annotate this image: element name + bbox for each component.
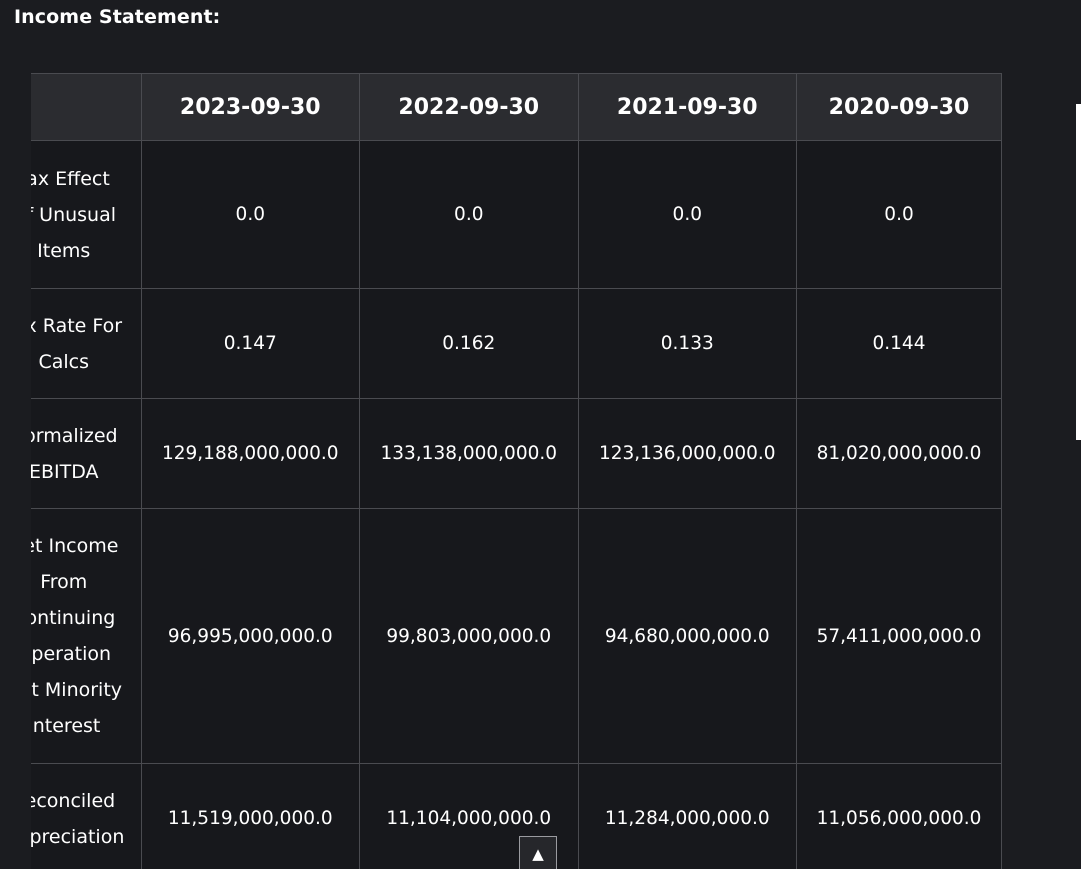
row-label-text: Tax Effect Of Unusual Items [31, 167, 117, 262]
row-label-text: Tax Rate For Calcs [31, 314, 123, 373]
table-cell: 133,138,000,000.0 [359, 398, 579, 509]
table-row: Tax Effect Of Unusual Items 0.0 0.0 0.0 … [31, 140, 1002, 289]
table-cell: 11,519,000,000.0 [140, 763, 361, 869]
table-row: Net Income From Continuing Operation Net… [31, 508, 1002, 764]
table-cell: 11,056,000,000.0 [796, 763, 1002, 869]
scrollbar-thumb[interactable] [1076, 104, 1081, 440]
table-cell: 123,136,000,000.0 [577, 398, 798, 509]
table-cell: 0.133 [577, 288, 798, 399]
table-cell: 99,803,000,000.0 [359, 508, 579, 764]
table-cell: 94,680,000,000.0 [577, 508, 798, 764]
table-cell: 57,411,000,000.0 [796, 508, 1002, 764]
column-header: 2023-09-30 [140, 73, 361, 141]
row-label: Net Income From Continuing Operation Net… [31, 508, 142, 764]
table-cell: 0.0 [577, 140, 798, 289]
row-label-text: Reconciled Depreciation [31, 789, 125, 848]
table-cell: 81,020,000,000.0 [796, 398, 1002, 509]
table-cell: 0.0 [796, 140, 1002, 289]
table-cell: 11,104,000,000.0 [359, 763, 579, 869]
table-cell: 0.144 [796, 288, 1002, 399]
table-row: Tax Rate For Calcs 0.147 0.162 0.133 0.1… [31, 288, 1002, 399]
row-label: Reconciled Depreciation [31, 763, 142, 869]
column-header: 2020-09-30 [796, 73, 1002, 141]
table-cell: 96,995,000,000.0 [140, 508, 361, 764]
table-cell: 0.0 [359, 140, 579, 289]
column-header: 2021-09-30 [577, 73, 798, 141]
table-header-row: 2023-09-30 2022-09-30 2021-09-30 2020-09… [31, 73, 1002, 141]
back-to-top-button[interactable]: ▲ [519, 836, 557, 869]
row-label: Tax Rate For Calcs [31, 288, 142, 399]
section-title: Income Statement: [14, 6, 221, 28]
row-label-text: Normalized EBITDA [31, 424, 118, 483]
column-header: 2022-09-30 [359, 73, 579, 141]
table-row: Reconciled Depreciation 11,519,000,000.0… [31, 763, 1002, 869]
row-label: Tax Effect Of Unusual Items [31, 140, 142, 289]
table-row: Normalized EBITDA 129,188,000,000.0 133,… [31, 398, 1002, 509]
table-cell: 11,284,000,000.0 [577, 763, 798, 869]
row-label-text: Net Income From Continuing Operation Net… [31, 535, 123, 737]
table-cell: 0.162 [359, 288, 579, 399]
table-cell: 0.147 [140, 288, 361, 399]
up-triangle-icon: ▲ [532, 845, 544, 863]
income-statement-table-viewport[interactable]: 2023-09-30 2022-09-30 2021-09-30 2020-09… [31, 73, 1047, 869]
table-cell: 0.0 [140, 140, 361, 289]
table-cell: 129,188,000,000.0 [140, 398, 361, 509]
income-statement-table: 2023-09-30 2022-09-30 2021-09-30 2020-09… [31, 73, 1002, 869]
corner-header-cell [31, 73, 142, 141]
row-label: Normalized EBITDA [31, 398, 142, 509]
